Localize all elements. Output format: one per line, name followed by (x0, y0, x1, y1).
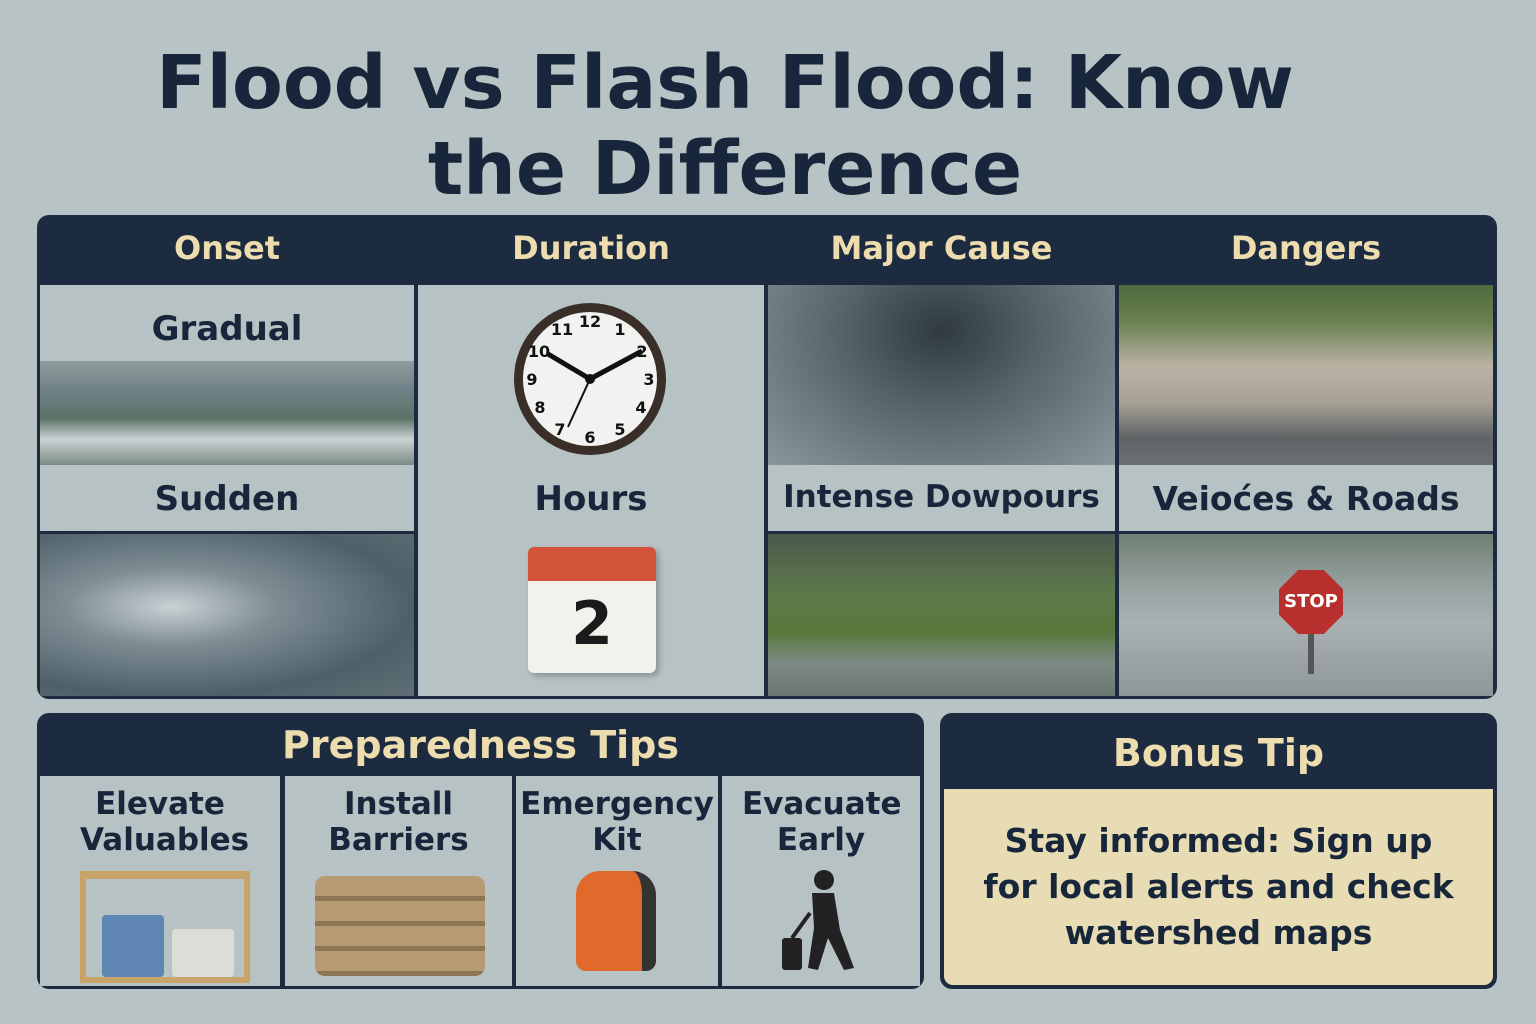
calendar-icon: 2 (528, 547, 656, 673)
header-onset: Onset (173, 229, 281, 267)
sudden-label: Sudden (154, 479, 300, 519)
calendar-number: 2 (571, 589, 613, 659)
title-line-2: the Difference (427, 126, 1023, 212)
svg-text:8: 8 (534, 398, 545, 417)
person-with-suitcase-icon (782, 870, 854, 970)
vehicles-roads-label: Veioćes & Roads (1152, 479, 1460, 518)
dangers-cell: Veioćes & Roads STOP (1119, 285, 1493, 696)
svg-text:10: 10 (528, 342, 550, 361)
tip-elevate-valuables: Elevate Valuables (40, 776, 280, 986)
svg-text:6: 6 (584, 428, 595, 447)
header-major-cause: Major Cause (830, 229, 1053, 267)
intense-downpours-label: Intense Dowpours (783, 479, 1100, 515)
tip-evacuate-early: Evacuate Early (722, 776, 920, 986)
stop-sign-icon: STOP (1279, 570, 1343, 634)
tip-install-barriers: Install Barriers (285, 776, 512, 986)
major-cause-cell: Intense Dowpours (768, 285, 1115, 696)
svg-text:4: 4 (635, 398, 646, 417)
header-dangers: Dangers (1230, 229, 1382, 267)
stop-sign-road-image: STOP (1119, 531, 1493, 696)
hours-label: Hours (534, 479, 648, 519)
tip-label: Elevate Valuables (80, 786, 250, 858)
preparedness-header: Preparedness Tips (282, 723, 679, 767)
bonus-body: Stay informed: Sign up for local alerts … (944, 789, 1493, 985)
page-title: Flood vs Flash Flood: Know the Difference (0, 40, 1450, 212)
tip-emergency-kit: Emergency Kit (516, 776, 718, 986)
sandbags-icon (315, 876, 485, 976)
tip-label: Evacuate Early (742, 786, 902, 858)
sudden-flood-image (40, 531, 414, 696)
svg-text:5: 5 (614, 420, 625, 439)
svg-text:9: 9 (526, 370, 537, 389)
bonus-text: Stay informed: Sign up for local alerts … (983, 821, 1454, 952)
flooded-field-image (768, 531, 1115, 696)
flooded-road-image (1119, 285, 1493, 465)
svg-text:1: 1 (614, 320, 625, 339)
clock-icon: 121234567891011 (514, 303, 666, 455)
comparison-table: Onset Duration Major Cause Dangers Gradu… (37, 215, 1497, 699)
svg-text:7: 7 (554, 420, 565, 439)
duration-cell: 121234567891011 Hours 2 (418, 285, 764, 696)
bonus-panel: Bonus Tip Stay informed: Sign up for loc… (940, 713, 1497, 989)
preparedness-panel: Preparedness Tips Elevate Valuables Inst… (37, 713, 924, 989)
svg-text:12: 12 (579, 312, 601, 331)
title-line-1: Flood vs Flash Flood: Know (156, 40, 1294, 126)
tip-label: Install Barriers (328, 786, 469, 858)
gradual-flood-image (40, 361, 414, 465)
storm-cloud-image (768, 285, 1115, 465)
tip-label: Emergency Kit (520, 786, 714, 858)
shelf-with-bins-icon (80, 871, 250, 983)
backpack-icon (576, 871, 656, 971)
onset-cell: Gradual Sudden (40, 285, 414, 696)
header-duration: Duration (512, 229, 670, 267)
gradual-label: Gradual (151, 309, 303, 349)
svg-text:11: 11 (551, 320, 573, 339)
svg-text:3: 3 (643, 370, 654, 389)
bonus-header: Bonus Tip (1112, 731, 1325, 775)
